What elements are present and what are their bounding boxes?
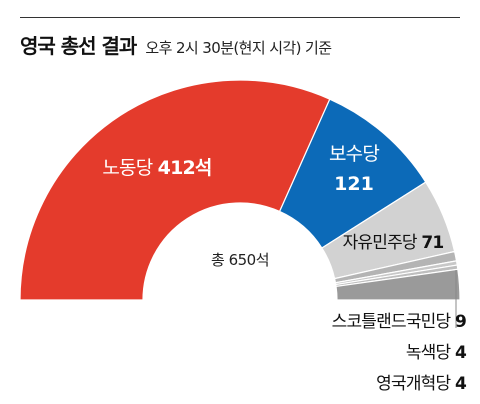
label-labour-party: 노동당 — [102, 157, 152, 179]
label-green: 녹색당 4 — [406, 343, 467, 363]
label-reform-party: 영국개혁당 — [376, 374, 451, 394]
label-conservative-party: 보수당 — [329, 143, 379, 165]
center-label: 총 650석 — [211, 251, 269, 269]
label-labour-seats: 412석 — [158, 157, 212, 179]
label-reform-seats: 4 — [455, 374, 467, 394]
chart-subtitle: 오후 2시 30분(현지 시각) 기준 — [145, 39, 332, 57]
label-libdem: 자유민주당 71 — [343, 233, 444, 253]
label-labour: 노동당 412석 — [102, 157, 211, 179]
slice-6 — [335, 268, 461, 301]
title-row: 영국 총선 결과 오후 2시 30분(현지 시각) 기준 — [20, 30, 332, 59]
slice-0 — [19, 79, 331, 301]
label-libdem-seats: 71 — [421, 233, 443, 253]
label-reform: 영국개혁당 4 — [376, 374, 467, 394]
label-snp-seats: 9 — [455, 312, 466, 332]
label-libdem-party: 자유민주당 — [343, 233, 418, 253]
label-snp-party: 스코틀랜드국민당 — [332, 312, 452, 332]
label-green-party: 녹색당 — [406, 343, 452, 363]
chart-slices — [19, 79, 461, 301]
label-conservative-seats: 121 — [334, 173, 374, 195]
top-rule — [20, 17, 460, 18]
label-green-seats: 4 — [455, 343, 467, 363]
label-snp: 스코틀랜드국민당 9 — [332, 312, 466, 332]
chart-title: 영국 총선 결과 — [20, 34, 137, 58]
